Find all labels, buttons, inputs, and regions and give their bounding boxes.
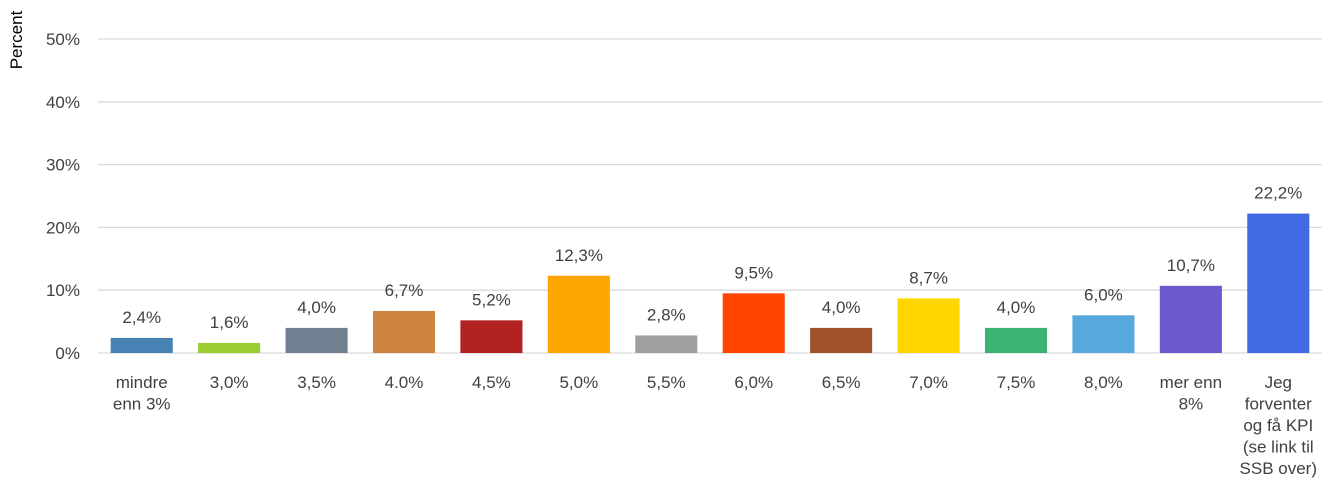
x-category-label-line: SSB over) — [1240, 459, 1317, 478]
x-category-label-line: 5,5% — [647, 373, 686, 392]
data-label: 22,2% — [1254, 184, 1302, 203]
data-label: 10,7% — [1167, 256, 1215, 275]
data-label: 4,0% — [997, 298, 1036, 317]
x-category-label: 7,5% — [997, 373, 1036, 392]
y-axis-ticks: 0% 10% 20% 30% 40% 50% — [46, 30, 80, 363]
x-category-label: 7,0% — [909, 373, 948, 392]
bar — [1072, 315, 1135, 353]
x-category-label-line: 8,0% — [1084, 373, 1123, 392]
data-label: 5,2% — [472, 290, 511, 309]
x-category-label-line: forventer — [1245, 395, 1312, 414]
bar — [372, 310, 436, 353]
y-tick-label: 10% — [46, 281, 80, 300]
bar — [1247, 213, 1310, 353]
x-category-label: 5,5% — [647, 373, 686, 392]
x-category-label: 6,0% — [734, 373, 773, 392]
bar — [460, 320, 523, 353]
bar — [897, 298, 960, 353]
bar — [285, 327, 348, 353]
bar — [198, 342, 261, 353]
x-axis-labels: mindre enn 3% 3,0% 3,5% 4.0% 4,5% 5,0% 5,5% 6,0%… — [113, 373, 1317, 478]
data-label: 6,0% — [1084, 285, 1123, 304]
y-tick-label: 30% — [46, 156, 80, 175]
x-category-label-line: enn 3% — [113, 395, 171, 414]
data-label: 12,3% — [555, 246, 603, 265]
y-tick-label: 50% — [46, 30, 80, 49]
x-category-label-line: Jeg — [1265, 373, 1292, 392]
x-category-label-line: 7,0% — [909, 373, 948, 392]
x-category-label-line: mer enn — [1160, 373, 1222, 392]
bar — [984, 327, 1048, 353]
x-category-label-line: 6,0% — [734, 373, 773, 392]
x-category-label: 8,0% — [1084, 373, 1123, 392]
data-labels: 2,4% 1,6% 4,0% 6,7% 5,2% 12,3% 2,8% 9,5% 4,0% 8,7… — [122, 184, 1302, 332]
x-category-label-line: og få KPI — [1243, 416, 1313, 435]
x-category-label: 3,0% — [210, 373, 249, 392]
bar — [110, 337, 173, 353]
bars — [110, 213, 1310, 353]
data-label: 1,6% — [210, 313, 249, 332]
x-category-label: mindre enn 3% — [113, 373, 171, 414]
data-label: 2,8% — [647, 305, 686, 324]
x-category-label-line: 3,5% — [297, 373, 336, 392]
data-label: 6,7% — [385, 281, 424, 300]
x-category-label-line: 8% — [1179, 395, 1204, 414]
y-axis-title: Percent — [7, 10, 26, 69]
y-tick-label: 20% — [46, 218, 80, 237]
x-category-label-line: 4.0% — [385, 373, 424, 392]
data-label: 2,4% — [122, 308, 161, 327]
data-label: 9,5% — [734, 263, 773, 282]
data-label: 4,0% — [822, 298, 861, 317]
bar — [1159, 285, 1222, 353]
bar — [635, 335, 698, 353]
x-category-label: mer enn 8% — [1160, 373, 1222, 414]
x-category-label: 3,5% — [297, 373, 336, 392]
data-label: 4,0% — [297, 298, 336, 317]
data-label: 8,7% — [909, 268, 948, 287]
x-category-label-line: 4,5% — [472, 373, 511, 392]
gridlines — [98, 38, 1322, 354]
y-tick-label: 40% — [46, 93, 80, 112]
x-category-label-line: mindre — [116, 373, 168, 392]
x-category-label: Jeg forventer og få KPI (se link til SSB ove… — [1240, 373, 1317, 478]
x-category-label: 4.0% — [385, 373, 424, 392]
x-category-label-line: 7,5% — [997, 373, 1036, 392]
bar — [810, 327, 873, 353]
bar — [722, 293, 785, 353]
bar — [547, 275, 610, 353]
x-category-label-line: (se link til — [1243, 438, 1314, 457]
x-category-label-line: 5,0% — [559, 373, 598, 392]
x-category-label: 6,5% — [822, 373, 861, 392]
x-category-label: 4,5% — [472, 373, 511, 392]
x-category-label-line: 6,5% — [822, 373, 861, 392]
x-category-label-line: 3,0% — [210, 373, 249, 392]
x-category-label: 5,0% — [559, 373, 598, 392]
y-tick-label: 0% — [55, 344, 80, 363]
